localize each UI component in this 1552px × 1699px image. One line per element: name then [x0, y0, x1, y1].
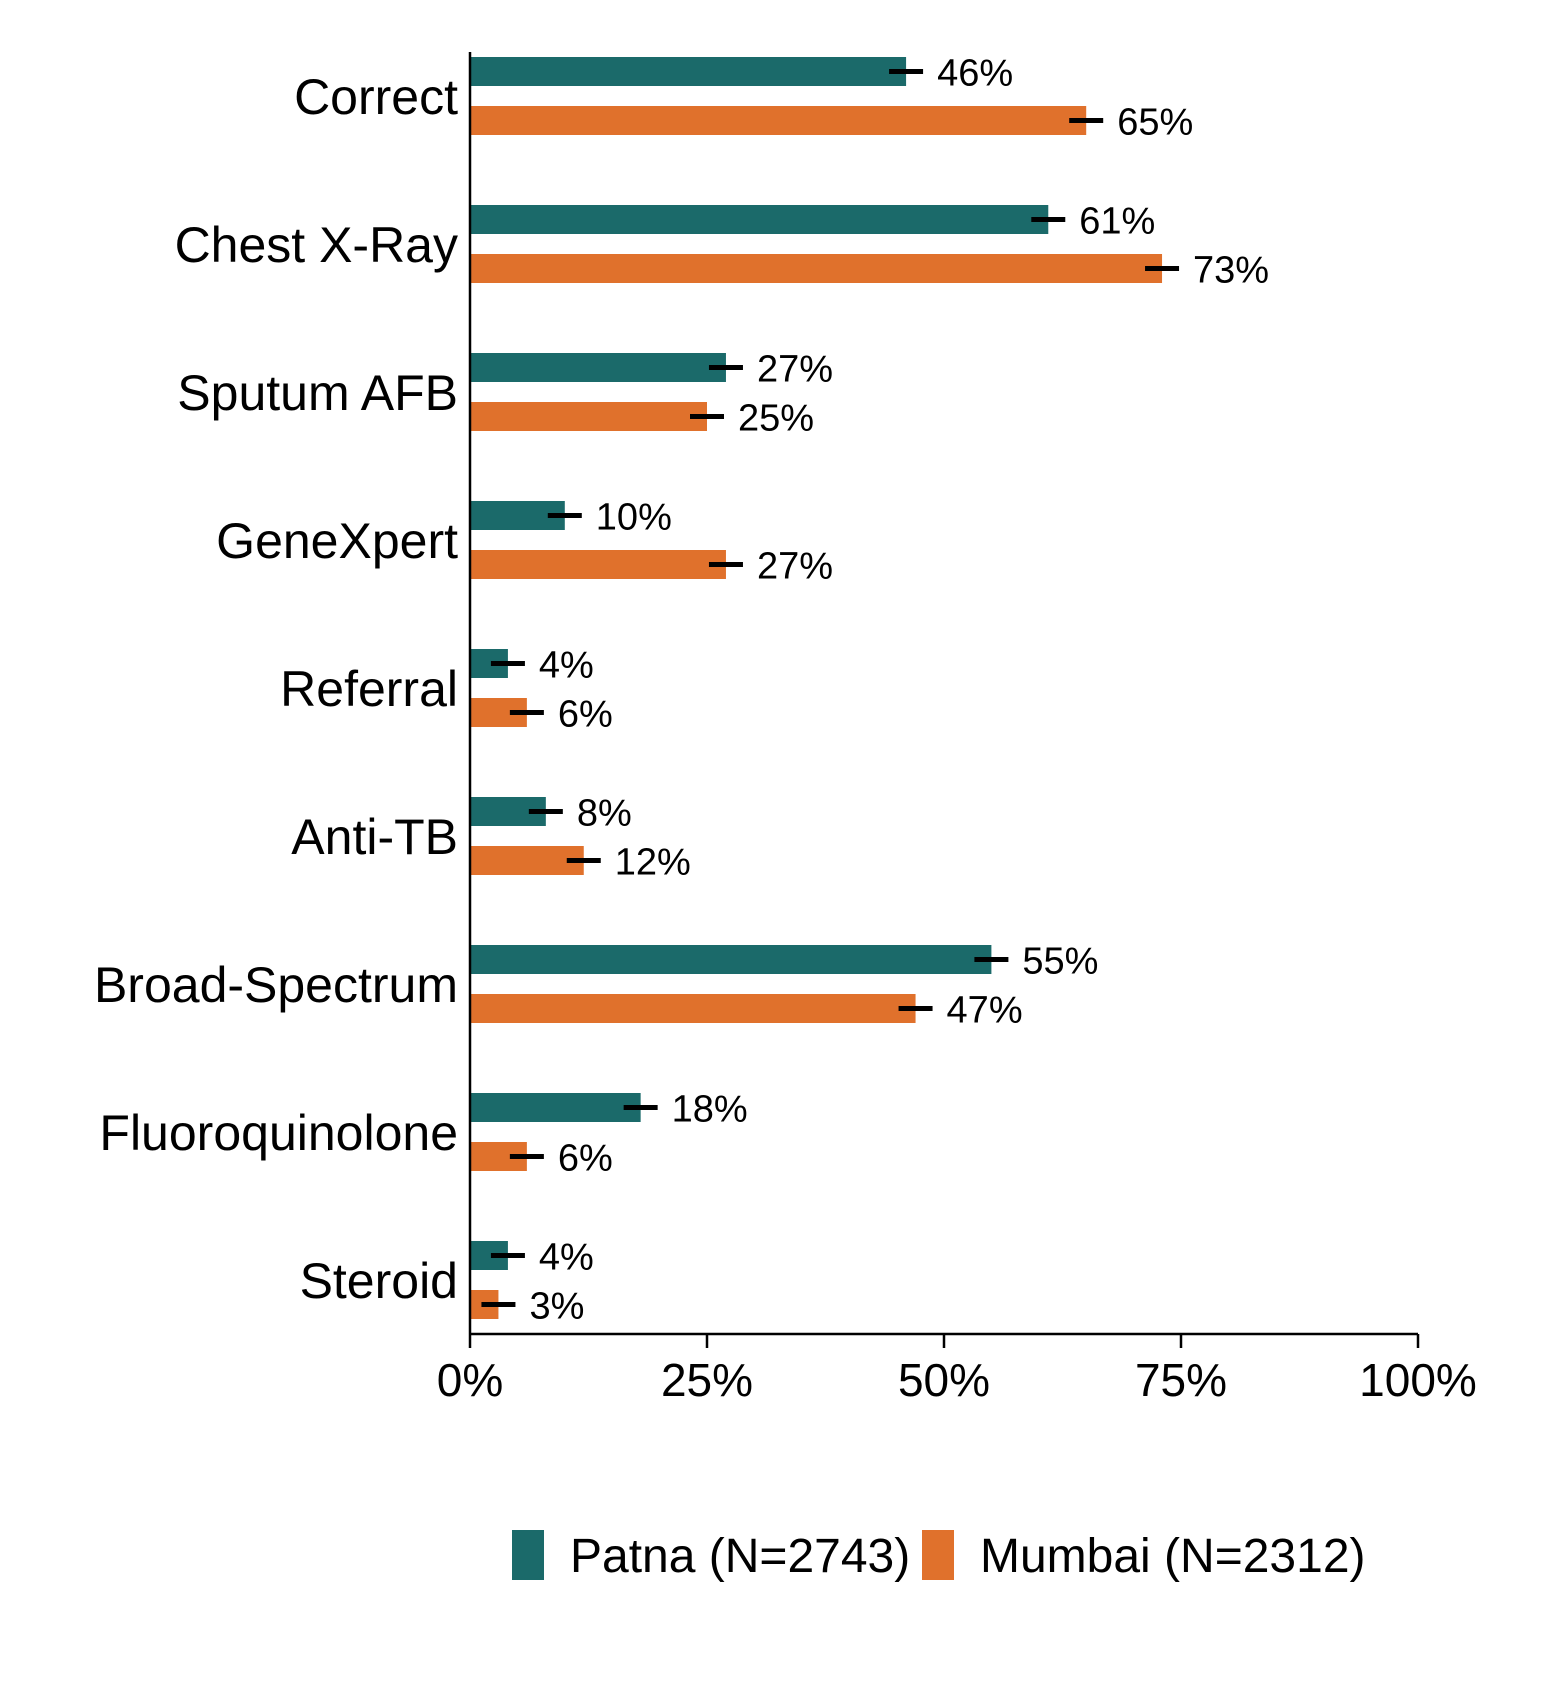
category-label-correct: Correct [294, 69, 458, 125]
bar-chest-x-ray-patna [470, 205, 1049, 234]
value-label-steroid-patna: 4% [539, 1237, 594, 1279]
bars-layer [470, 57, 1163, 1319]
value-label-correct-mumbai: 65% [1117, 102, 1193, 144]
bar-anti-tb-mumbai [470, 846, 584, 875]
value-label-steroid-mumbai: 3% [529, 1286, 584, 1328]
value-label-anti-tb-patna: 8% [577, 793, 632, 835]
bar-chest-x-ray-mumbai [470, 254, 1163, 283]
axes-layer: 0% 25% 50% 75% 100% [437, 52, 1477, 1406]
bar-correct-mumbai [470, 106, 1087, 135]
category-label-chest-x-ray: Chest X-Ray [175, 217, 458, 273]
value-label-genexpert-patna: 10% [596, 497, 672, 539]
bar-fluoroquinolone-patna [470, 1093, 641, 1122]
value-label-referral-patna: 4% [539, 645, 594, 687]
x-tick-label-0: 0% [437, 1354, 503, 1406]
category-label-steroid: Steroid [300, 1253, 458, 1309]
value-label-broad-spectrum-mumbai: 47% [947, 990, 1023, 1032]
value-label-anti-tb-mumbai: 12% [615, 842, 691, 884]
bar-correct-patna [470, 57, 907, 86]
category-label-sputum-afb: Sputum AFB [177, 365, 458, 421]
value-labels-layer: 46% 65% 61% 73% 27% 25% 10% 27% 4% 6% 8% 12% 55% 47% 1… [529, 53, 1269, 1328]
x-tick-label-75: 75% [1135, 1354, 1227, 1406]
value-label-referral-mumbai: 6% [558, 694, 613, 736]
category-label-genexpert: GeneXpert [216, 513, 458, 569]
x-tick-label-50: 50% [898, 1354, 990, 1406]
legend-label-mumbai: Mumbai (N=2312) [980, 1530, 1366, 1583]
bar-sputum-afb-mumbai [470, 402, 707, 431]
value-label-sputum-afb-patna: 27% [757, 349, 833, 391]
x-tick-label-100: 100% [1359, 1354, 1477, 1406]
category-labels-layer: Correct Chest X-Ray Sputum AFB GeneXpert Ref… [94, 69, 458, 1309]
value-label-sputum-afb-mumbai: 25% [738, 398, 814, 440]
bar-sputum-afb-patna [470, 353, 726, 382]
error-bars-layer [481, 69, 1180, 1307]
bar-genexpert-mumbai [470, 550, 726, 579]
value-label-fluoroquinolone-patna: 18% [672, 1089, 748, 1131]
legend: Patna (N=2743) Mumbai (N=2312) [512, 1530, 1366, 1583]
bar-broad-spectrum-mumbai [470, 994, 916, 1023]
category-label-fluoroquinolone: Fluoroquinolone [99, 1105, 458, 1161]
category-label-anti-tb: Anti-TB [291, 809, 458, 865]
category-label-referral: Referral [280, 661, 458, 717]
value-label-broad-spectrum-patna: 55% [1022, 941, 1098, 983]
category-label-broad-spectrum: Broad-Spectrum [94, 957, 458, 1013]
value-label-chest-x-ray-mumbai: 73% [1193, 250, 1269, 292]
value-label-genexpert-mumbai: 27% [757, 546, 833, 588]
bar-broad-spectrum-patna [470, 945, 992, 974]
legend-swatch-mumbai [922, 1530, 954, 1580]
legend-label-patna: Patna (N=2743) [570, 1530, 910, 1583]
value-label-chest-x-ray-patna: 61% [1079, 201, 1155, 243]
value-label-fluoroquinolone-mumbai: 6% [558, 1138, 613, 1180]
x-tick-label-25: 25% [661, 1354, 753, 1406]
legend-swatch-patna [512, 1530, 544, 1580]
value-label-correct-patna: 46% [937, 53, 1013, 95]
